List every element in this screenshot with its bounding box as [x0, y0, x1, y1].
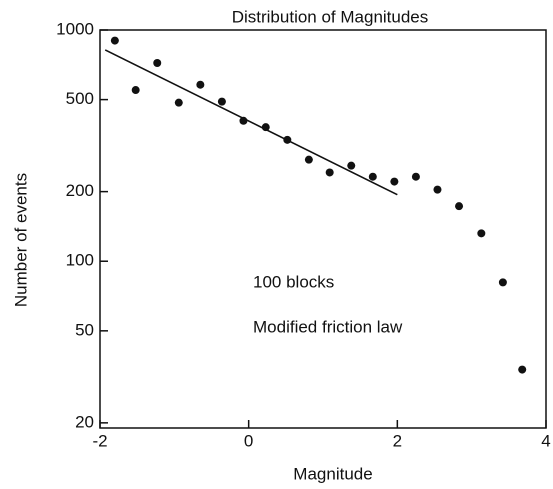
data-point: [455, 202, 464, 211]
y-tick-label: 200: [66, 181, 94, 200]
y-tick-label: 100: [66, 251, 94, 270]
data-point: [433, 185, 442, 194]
data-point: [110, 36, 119, 45]
data-point: [304, 155, 313, 164]
data-point: [196, 80, 205, 89]
annotation: 100 blocks: [253, 272, 334, 291]
x-tick-label: -2: [92, 431, 107, 450]
y-tick-label: 1000: [56, 19, 94, 38]
data-point: [153, 58, 162, 67]
x-axis-label: Magnitude: [293, 464, 372, 483]
data-point: [261, 123, 270, 132]
data-point: [325, 168, 334, 177]
data-point: [477, 229, 486, 238]
x-tick-label: 0: [244, 431, 253, 450]
data-point: [131, 86, 140, 95]
data-point: [518, 365, 527, 374]
chart-title: Distribution of Magnitudes: [232, 7, 429, 26]
plot-frame: [99, 29, 547, 429]
y-tick-label: 20: [75, 412, 94, 431]
data-point: [174, 98, 183, 107]
x-tick-label: 4: [541, 431, 550, 450]
annotation: Modified friction law: [253, 317, 403, 336]
data-point: [368, 172, 377, 181]
fit-line: [104, 49, 398, 196]
data-point: [347, 161, 356, 170]
y-tick-label: 50: [75, 320, 94, 339]
data-point: [390, 177, 399, 186]
data-point: [283, 135, 292, 144]
data-point: [498, 278, 507, 287]
y-tick-label: 500: [66, 89, 94, 108]
data-point: [411, 172, 420, 181]
x-tick-label: 2: [393, 431, 402, 450]
data-point: [239, 116, 248, 125]
data-point: [217, 97, 226, 106]
y-axis-label: Number of events: [11, 173, 30, 307]
